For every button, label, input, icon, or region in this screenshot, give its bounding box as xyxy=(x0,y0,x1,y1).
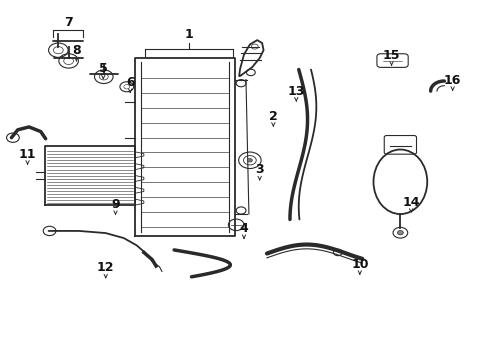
Text: 14: 14 xyxy=(402,196,420,209)
Text: 2: 2 xyxy=(269,110,278,123)
Text: 10: 10 xyxy=(351,258,368,271)
Text: 7: 7 xyxy=(64,17,73,30)
Text: 8: 8 xyxy=(72,44,81,57)
Text: 15: 15 xyxy=(383,49,400,62)
Text: 16: 16 xyxy=(444,74,462,87)
Text: 13: 13 xyxy=(288,85,305,98)
Circle shape xyxy=(247,158,252,162)
Text: 11: 11 xyxy=(19,148,36,161)
Text: 1: 1 xyxy=(184,28,193,41)
Text: 3: 3 xyxy=(255,163,264,176)
Text: 5: 5 xyxy=(99,62,108,75)
Circle shape xyxy=(397,230,403,235)
Text: 6: 6 xyxy=(126,76,134,89)
Text: 9: 9 xyxy=(111,198,120,211)
Text: 12: 12 xyxy=(97,261,115,274)
Text: 4: 4 xyxy=(240,222,248,235)
